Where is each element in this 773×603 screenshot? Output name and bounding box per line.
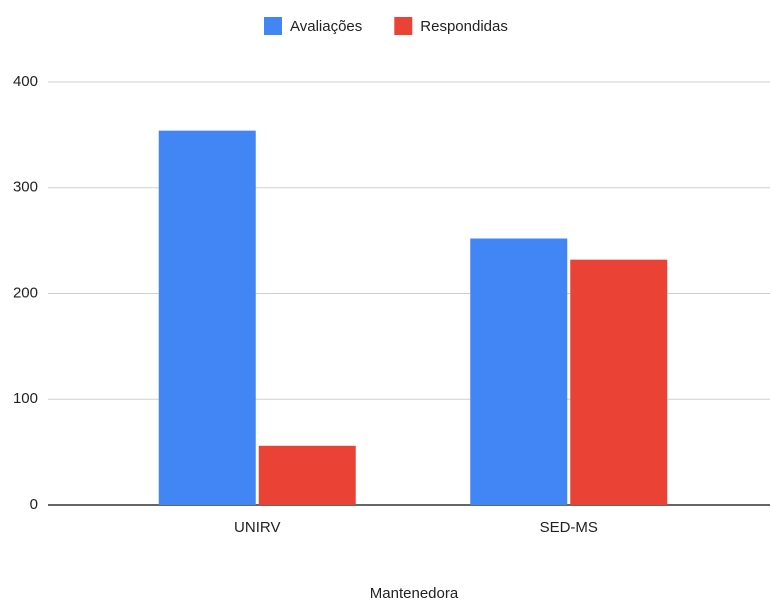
- legend-swatch: [394, 17, 413, 35]
- bar: [258, 445, 356, 505]
- y-tick-label: 200: [13, 284, 38, 301]
- bar: [470, 238, 568, 505]
- bar: [570, 259, 668, 505]
- y-tick-label: 100: [13, 390, 38, 407]
- y-tick-label: 0: [30, 496, 38, 513]
- bar: [158, 130, 256, 505]
- x-tick-label: UNIRV: [234, 519, 280, 536]
- legend-label: Respondidas: [420, 18, 508, 35]
- x-axis-label: Mantenedora: [370, 585, 459, 602]
- y-tick-label: 400: [13, 73, 38, 90]
- y-tick-label: 300: [13, 179, 38, 196]
- legend-label: Avaliações: [290, 18, 362, 35]
- x-tick-label: SED-MS: [540, 519, 598, 536]
- legend-swatch: [264, 17, 282, 35]
